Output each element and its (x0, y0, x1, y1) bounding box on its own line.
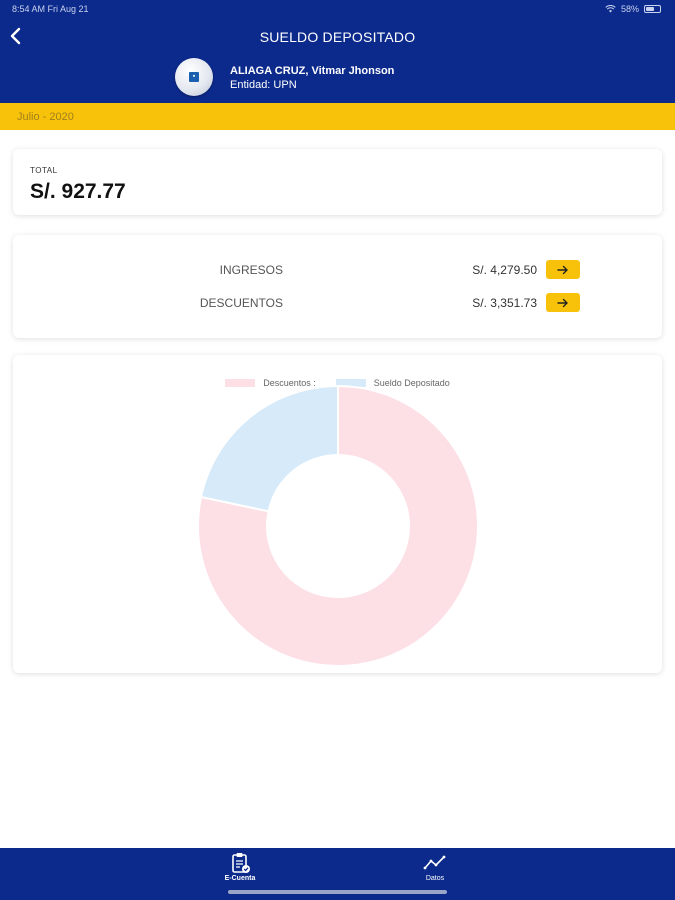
chart-legend: Descuentos : Sueldo Depositado (13, 378, 662, 388)
status-time-date: 8:54 AM Fri Aug 21 (12, 4, 89, 14)
arrow-right-icon (557, 265, 568, 274)
period-bar: Julio - 2020 (0, 103, 675, 130)
nav-item-e-cuenta[interactable]: E-Cuenta (200, 848, 280, 888)
donut-chart (197, 384, 479, 667)
nav-item-datos[interactable]: Datos (395, 848, 475, 888)
ingresos-label: INGRESOS (219, 263, 283, 277)
total-value: S/. 927.77 (30, 180, 126, 203)
legend-item-descuentos[interactable]: Descuentos : (225, 378, 316, 388)
wifi-icon (605, 5, 616, 13)
total-card: TOTAL S/. 927.77 (13, 149, 662, 215)
chart-card: Descuentos : Sueldo Depositado (13, 355, 662, 673)
donut-slice-descuentos[interactable] (197, 384, 479, 667)
avatar: ▪ (175, 58, 213, 96)
total-label: TOTAL (30, 166, 58, 175)
legend-swatch-descuentos (225, 379, 256, 387)
battery-icon (644, 5, 661, 13)
period-label: Julio - 2020 (17, 111, 74, 123)
line-chart-icon (423, 855, 446, 870)
user-name: ALIAGA CRUZ, Vitmar Jhonson (230, 65, 395, 77)
ingresos-detail-button[interactable] (546, 260, 580, 279)
legend-label-sueldo: Sueldo Depositado (373, 378, 450, 388)
status-bar: 8:54 AM Fri Aug 21 58% (0, 0, 675, 18)
legend-label-descuentos: Descuentos : (263, 378, 316, 388)
home-indicator[interactable] (228, 890, 447, 894)
ingresos-amount: S/. 4,279.50 (472, 263, 537, 277)
battery-percent: 58% (620, 4, 639, 14)
nav-label-e-cuenta: E-Cuenta (224, 875, 256, 882)
breakdown-card: INGRESOS S/. 4,279.50 DESCUENTOS S/. 3,3… (13, 235, 662, 338)
app-header: 8:54 AM Fri Aug 21 58% SUELDO DEPOSITADO… (0, 0, 675, 103)
descuentos-label: DESCUENTOS (199, 296, 283, 310)
arrow-right-icon (557, 298, 568, 307)
page-title: SUELDO DEPOSITADO (259, 29, 416, 45)
donut-slice-sueldo-depositado[interactable] (199, 384, 339, 513)
back-button[interactable] (6, 24, 28, 48)
id-card-icon: ▪ (189, 72, 199, 82)
user-entity: Entidad: UPN (230, 79, 297, 91)
status-indicators: 58% (605, 4, 661, 14)
legend-item-sueldo[interactable]: Sueldo Depositado (335, 378, 450, 388)
clipboard-check-icon (232, 853, 250, 873)
legend-swatch-sueldo (335, 379, 366, 387)
chevron-left-icon (10, 27, 21, 45)
nav-label-datos: Datos (425, 875, 445, 882)
descuentos-amount: S/. 3,351.73 (472, 296, 537, 310)
descuentos-detail-button[interactable] (546, 293, 580, 312)
